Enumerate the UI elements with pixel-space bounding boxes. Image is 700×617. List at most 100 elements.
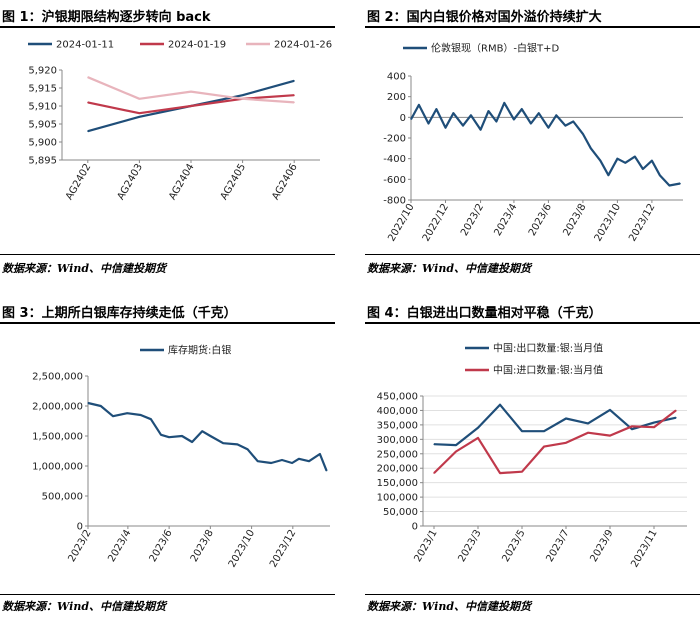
data-point [452, 112, 455, 114]
data-point [462, 125, 464, 127]
x-tick-label: 2023/5 [500, 528, 527, 564]
y-tick-label: 5,910 [28, 102, 57, 113]
x-tick-label: 2023/2 [459, 202, 486, 238]
data-point [479, 129, 482, 131]
data-point [257, 460, 259, 462]
y-tick-label: 5,895 [28, 156, 57, 167]
legend-label: 库存期货:白银 [168, 344, 231, 357]
x-tick-label: 2023/7 [544, 528, 571, 564]
legend-label: 2024-01-19 [168, 40, 226, 51]
data-point [444, 127, 447, 129]
y-tick-label: -800 [383, 196, 406, 207]
data-point [572, 120, 574, 123]
y-tick-label: 5,905 [28, 120, 57, 131]
data-point [477, 427, 479, 429]
data-point [293, 94, 295, 96]
data-point [126, 412, 128, 414]
y-tick-label: 0 [400, 113, 406, 124]
data-point [298, 458, 300, 460]
source-note: 数据来源：Wind、中信建投期货 [367, 262, 532, 275]
data-point [499, 404, 501, 406]
x-tick-label: 2023/4 [492, 202, 519, 238]
data-point [659, 174, 661, 176]
panel-fig2: 图 2：国内白银价格对国外溢价持续扩大 -800 -600 -400 -200 0 200… [365, 0, 700, 280]
data-point [326, 470, 328, 472]
data-point [222, 442, 224, 444]
x-tick-label: 2023/12 [268, 528, 298, 569]
title-rule [0, 322, 335, 324]
data-point [455, 450, 457, 453]
data-point [190, 91, 192, 93]
y-tick-label: 400 [387, 72, 406, 83]
data-point [582, 133, 584, 135]
data-point [191, 441, 193, 443]
data-point [87, 130, 89, 132]
data-point [435, 108, 438, 110]
x-tick-label: 2023/8 [189, 528, 216, 564]
legend-label: 2024-01-11 [56, 40, 114, 51]
series-line-2 [433, 409, 677, 475]
data-point [242, 94, 244, 96]
title-rule [0, 26, 335, 28]
x-tick-label: 2022/12 [421, 202, 451, 243]
data-point [138, 112, 140, 114]
data-point [236, 443, 238, 445]
data-point [87, 101, 89, 103]
source-note: 数据来源：Wind、中信建投期货 [367, 600, 532, 613]
data-point [499, 472, 501, 474]
title-rule [365, 26, 700, 28]
panel-fig1: 图 1：沪银期限结构逐步转向 back 5,895 5,900 5,905 5,910… [0, 0, 335, 280]
source-note: 数据来源：Wind、中信建投期货 [2, 262, 167, 275]
data-point [270, 462, 272, 464]
chart-title-fig3: 图 3：上期所白银库存持续走低（千克） [2, 306, 237, 321]
y-tick-label: 2,000,000 [32, 402, 83, 413]
data-point [168, 436, 170, 438]
data-point [565, 442, 567, 444]
data-point [530, 122, 532, 125]
y-tick-label: -600 [383, 175, 406, 186]
data-point [319, 453, 321, 455]
panel-fig4: 图 4：白银进出口数量相对平稳（千克） 0 50,000 100,000 150,00… [365, 294, 700, 617]
data-point [547, 127, 550, 129]
data-point [587, 432, 589, 434]
x-tick-label: AG2402 [64, 162, 93, 202]
data-point [653, 421, 655, 424]
data-point [555, 114, 557, 116]
series-line-1 [433, 403, 677, 447]
data-point [281, 459, 283, 461]
chart-title-fig1: 图 1：沪银期限结构逐步转向 back [2, 10, 211, 25]
data-point [477, 437, 479, 439]
y-tick-label: 250,000 [377, 449, 418, 460]
source-rule [0, 254, 335, 255]
data-point [590, 147, 592, 149]
y-tick-label: 5,915 [28, 84, 57, 95]
y-tick-label: 1,000,000 [32, 462, 83, 473]
y-tick-label: 5,920 [28, 66, 57, 77]
data-point [418, 104, 420, 106]
y-tick-label: 200 [387, 92, 406, 103]
data-point [651, 160, 653, 162]
data-point [538, 112, 540, 114]
data-point [653, 426, 655, 428]
x-tick-label: 2023/11 [629, 528, 659, 569]
source-rule [365, 594, 700, 595]
chart-title-fig2: 图 2：国内白银价格对国外溢价持续扩大 [367, 10, 602, 25]
legend-label: 中国:出口数量:银:当月值 [493, 342, 603, 355]
data-point [616, 158, 619, 160]
data-point [433, 443, 435, 445]
data-point [138, 98, 140, 100]
x-tick-label: AG2405 [219, 162, 248, 202]
data-point [433, 472, 435, 474]
x-tick-label: 2023/8 [561, 202, 588, 238]
data-point [455, 444, 457, 446]
data-point [87, 76, 89, 78]
x-tick-label: 2023/10 [593, 202, 623, 243]
y-tick-label: -200 [383, 134, 406, 145]
y-tick-label: 2,500,000 [32, 372, 83, 383]
y-tick-label: 400,000 [377, 406, 418, 417]
y-tick-label: -400 [383, 154, 406, 165]
data-point [201, 430, 203, 432]
data-point [100, 405, 102, 407]
data-point [609, 409, 611, 411]
data-point [308, 460, 310, 462]
